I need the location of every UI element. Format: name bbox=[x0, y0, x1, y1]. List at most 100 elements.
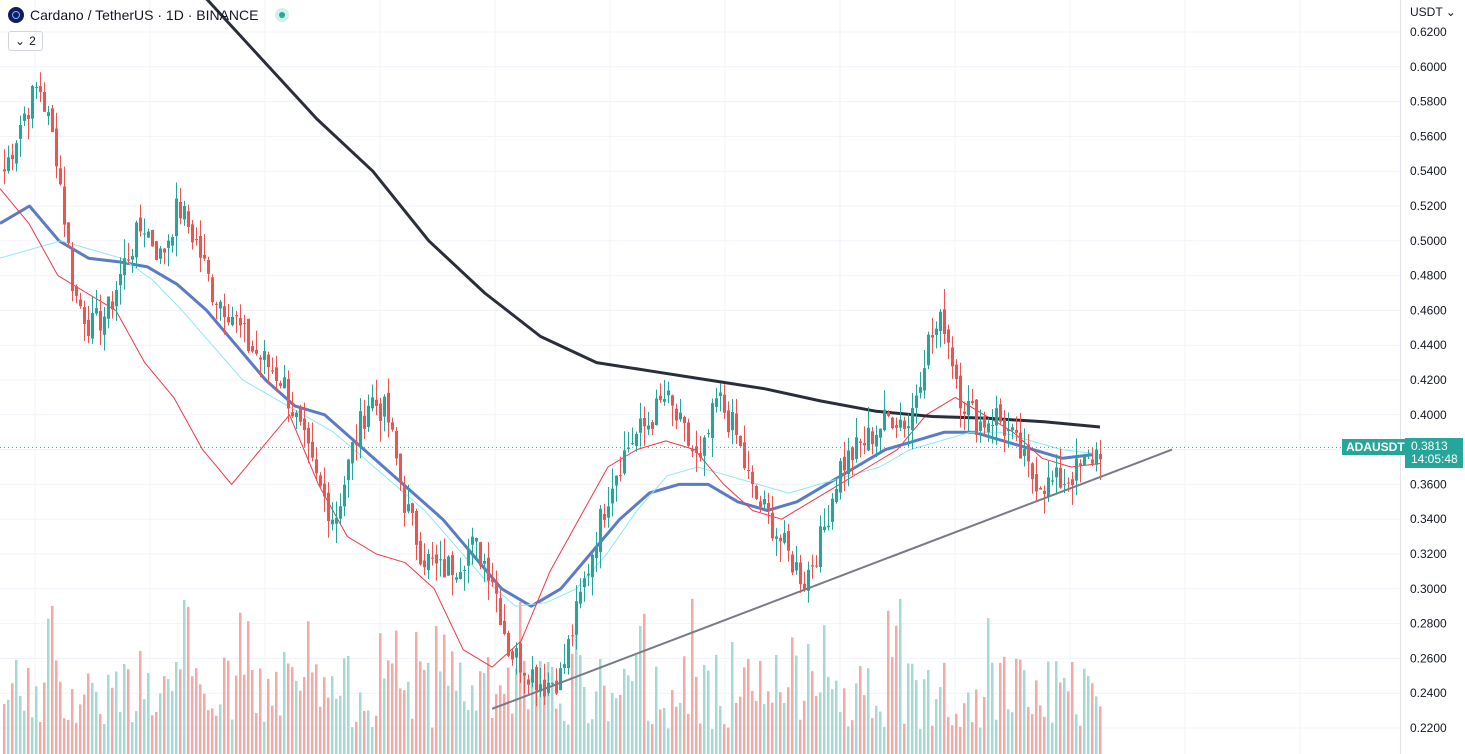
volume-bar bbox=[11, 683, 14, 754]
volume-bar bbox=[319, 706, 322, 754]
candle bbox=[823, 508, 826, 533]
candle bbox=[159, 246, 162, 265]
candle bbox=[227, 303, 230, 326]
candle bbox=[307, 422, 310, 464]
candle bbox=[1039, 486, 1042, 490]
volume-bar bbox=[931, 725, 934, 754]
candle bbox=[79, 292, 82, 309]
ma-fast-line bbox=[0, 188, 1101, 668]
volume-bar bbox=[179, 669, 182, 754]
volume-bar bbox=[327, 697, 330, 754]
volume-bar bbox=[571, 653, 574, 754]
volume-bar bbox=[187, 606, 190, 754]
candle bbox=[1047, 460, 1050, 502]
volume-bar bbox=[139, 650, 142, 754]
volume-bar bbox=[1035, 680, 1038, 754]
volume-bar bbox=[1091, 683, 1094, 754]
volume-bar bbox=[823, 625, 826, 754]
volume-bar bbox=[507, 667, 510, 754]
volume-bar bbox=[607, 721, 610, 754]
candle bbox=[123, 239, 126, 290]
candle bbox=[263, 339, 266, 374]
volume-bar bbox=[827, 676, 830, 754]
volume-bar bbox=[1027, 706, 1030, 754]
currency-selector[interactable]: USDT ⌄ bbox=[1410, 5, 1456, 19]
candle bbox=[755, 484, 758, 501]
candle bbox=[599, 505, 602, 569]
candle bbox=[375, 379, 378, 416]
indicators-toggle-button[interactable]: ⌄ 2 bbox=[8, 31, 43, 51]
price-tick-label: 0.2600 bbox=[1410, 651, 1447, 665]
candle bbox=[871, 427, 874, 455]
volume-bar bbox=[175, 661, 178, 754]
candle bbox=[1079, 459, 1082, 483]
candle bbox=[1055, 454, 1058, 495]
candle bbox=[679, 398, 682, 422]
symbol-legend[interactable]: Cardano / TetherUS · 1D · BINANCE bbox=[8, 7, 289, 23]
candle bbox=[647, 411, 650, 435]
support-trendline[interactable] bbox=[491, 448, 1173, 710]
candle bbox=[207, 256, 210, 282]
candle bbox=[439, 540, 442, 577]
candle bbox=[491, 562, 494, 587]
candle bbox=[335, 501, 338, 544]
volume-bar bbox=[475, 710, 478, 754]
candle bbox=[459, 557, 462, 580]
candle bbox=[867, 406, 870, 451]
candle bbox=[683, 415, 686, 442]
volume-bar bbox=[647, 720, 650, 754]
volume-bar bbox=[575, 606, 578, 754]
candle bbox=[127, 242, 130, 265]
price-tick-label: 0.5800 bbox=[1410, 95, 1447, 109]
candle bbox=[671, 394, 674, 427]
candle bbox=[699, 436, 702, 462]
candle bbox=[495, 570, 498, 613]
volume-bar bbox=[315, 664, 318, 754]
candle bbox=[971, 388, 974, 406]
volume-bar bbox=[359, 692, 362, 754]
volume-bar bbox=[239, 612, 242, 754]
volume-bar bbox=[379, 633, 382, 754]
candle bbox=[1043, 485, 1046, 514]
volume-bar bbox=[895, 625, 898, 754]
price-tick-label: 0.3000 bbox=[1410, 582, 1447, 596]
candle bbox=[847, 437, 850, 487]
volume-bar bbox=[687, 713, 690, 754]
candle bbox=[423, 543, 426, 576]
volume-bar bbox=[367, 710, 370, 754]
trendline[interactable] bbox=[491, 448, 1173, 710]
volume-bar bbox=[743, 667, 746, 754]
candle bbox=[295, 410, 298, 430]
candle bbox=[451, 551, 454, 596]
price-axis[interactable]: 0.6200 0.6000 0.5800 0.5600 0.5400 0.5200 0.50… bbox=[1400, 0, 1448, 754]
candle bbox=[855, 418, 858, 463]
candle bbox=[27, 107, 30, 140]
volume-bar bbox=[967, 692, 970, 754]
volume-bar bbox=[231, 719, 234, 754]
candle bbox=[187, 204, 190, 234]
volume-bar bbox=[111, 687, 114, 754]
volume-bar bbox=[787, 687, 790, 754]
volume-bar bbox=[451, 651, 454, 754]
price-tick-label: 0.4000 bbox=[1410, 408, 1447, 422]
candle bbox=[555, 668, 558, 695]
candle bbox=[719, 383, 722, 412]
candle bbox=[539, 667, 542, 698]
candle bbox=[511, 648, 514, 666]
volume-bar bbox=[259, 668, 262, 754]
candle bbox=[715, 387, 718, 413]
volume-bar bbox=[995, 719, 998, 754]
volume-bar bbox=[815, 695, 818, 754]
volume-bar bbox=[55, 660, 58, 754]
candle bbox=[343, 476, 346, 517]
volume-bar bbox=[227, 660, 230, 754]
volume-bar bbox=[31, 717, 34, 754]
volume-bar bbox=[559, 703, 562, 754]
candle bbox=[919, 371, 922, 399]
volume-bar bbox=[399, 688, 402, 754]
indicators-count: 2 bbox=[29, 34, 36, 48]
candle bbox=[119, 257, 122, 305]
volume-bar bbox=[207, 710, 210, 754]
candle bbox=[175, 182, 178, 257]
